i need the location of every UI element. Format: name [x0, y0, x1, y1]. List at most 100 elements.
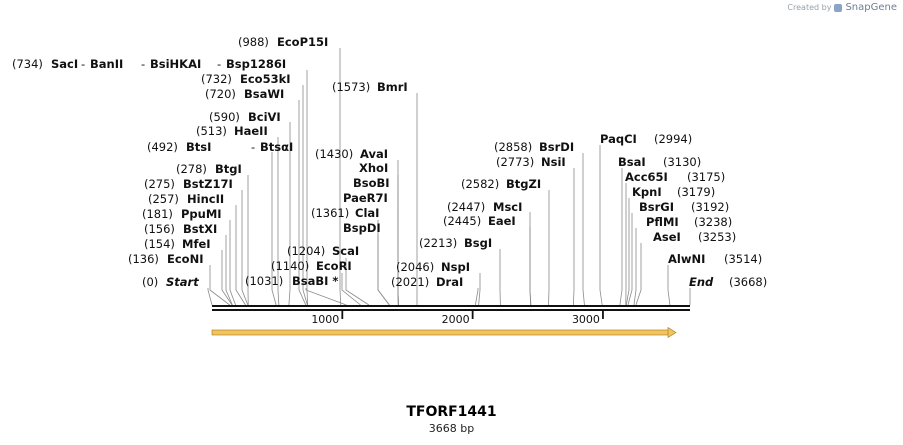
site-alwni: (3514) AlwNI	[668, 252, 762, 266]
site-name: BtgI	[215, 162, 242, 176]
site-acc65i: (3175) Acc65I	[625, 170, 725, 184]
site-asei: (3253) AseI	[653, 230, 736, 244]
leader-bspdi	[377, 235, 390, 306]
site-ecop15i: (988) EcoP15I	[238, 35, 328, 49]
site-position: (734)	[12, 57, 43, 71]
site-name: EcoP15I	[277, 35, 328, 49]
site-bmri: (1573) BmrI	[332, 80, 408, 94]
site-name: MscI	[493, 200, 522, 214]
leader-asei	[635, 243, 642, 306]
leader-start	[207, 288, 213, 306]
credit-prefix: Created by	[787, 3, 832, 12]
site-name: BsrDI	[539, 140, 574, 154]
site-name: PpuMI	[181, 207, 222, 221]
leader-nsii	[572, 168, 575, 306]
site-msci: (2447) MscI	[447, 200, 522, 214]
site-position: (3175)	[687, 170, 725, 184]
site-position: (988)	[238, 35, 269, 49]
site-position: (0)	[142, 275, 158, 289]
site-separator: -	[217, 57, 221, 71]
leader-ecop15i	[339, 48, 342, 306]
orf-feature	[211, 326, 677, 339]
site-haeii: (513) HaeII	[196, 124, 268, 138]
site-bsgi: (2213) BsgI	[419, 236, 492, 250]
site-name: KpnI	[632, 185, 662, 199]
site-btgi: (278) BtgI	[176, 162, 242, 176]
leader-pflmi	[633, 228, 637, 306]
leader-econi	[209, 265, 230, 306]
site-name: BstXI	[183, 222, 217, 236]
site-clai: (1361) ClaI	[311, 206, 379, 220]
plasmid-name: TFORF1441	[406, 404, 497, 420]
site-name: BsrGI	[639, 200, 674, 214]
site-xhoi: XhoI	[359, 161, 388, 175]
axis-tick-label: 3000	[572, 313, 600, 326]
site-name: EcoNI	[167, 252, 203, 266]
site-name-alt: BtsαI	[260, 140, 293, 154]
leader-bsabi	[305, 288, 347, 306]
site-position: (3668)	[729, 275, 767, 289]
leader-bsrgi	[627, 213, 633, 306]
leader-paqci	[599, 145, 603, 306]
site-name: MfeI	[182, 237, 211, 251]
site-name: Acc65I	[625, 170, 668, 184]
site-name: BsgI	[464, 236, 492, 250]
site-bsrdi: (2858) BsrDI	[494, 140, 574, 154]
site-name: NspI	[441, 260, 470, 274]
site-leader-lines	[207, 48, 691, 306]
site-position: (154)	[144, 237, 175, 251]
site-position: (2773)	[496, 155, 534, 169]
site-position: (2858)	[494, 140, 532, 154]
site-name: BstZ17I	[183, 177, 233, 191]
site-position: (2582)	[461, 177, 499, 191]
site-saci: (734) SacI - BanII - BsiHKAI - Bsp1286I	[12, 57, 286, 71]
site-position: (257)	[148, 192, 179, 206]
leader-ecori	[341, 273, 361, 306]
site-name-alt: BanII	[90, 57, 123, 71]
leader-nspi	[478, 273, 481, 306]
site-position: (1361)	[311, 206, 349, 220]
plasmid-length: 3668 bp	[428, 422, 475, 435]
site-btsi: (492) BtsI - BtsαI	[147, 140, 293, 154]
site-position: (2994)	[654, 132, 692, 146]
leader-mfei	[221, 250, 233, 306]
site-position: (2213)	[419, 236, 457, 250]
site-eaei: (2445) EaeI	[443, 214, 516, 228]
site-drai: (2021) DraI	[391, 275, 463, 289]
site-paqci: (2994) PaqCI	[600, 132, 692, 146]
site-name: PaeR7I	[343, 191, 388, 205]
snapgene-credit: Created by SnapGene	[787, 2, 897, 13]
site-scai: (1204) ScaI	[287, 244, 359, 258]
site-position: (136)	[128, 252, 159, 266]
site-name-alt: Bsp1286I	[226, 57, 286, 71]
leader-hincii	[235, 205, 246, 306]
site-name: XhoI	[359, 161, 388, 175]
site-ppumi: (181) PpuMI	[142, 207, 222, 221]
leader-drai	[474, 288, 479, 306]
leader-bstz17i	[241, 190, 249, 306]
leader-bsawi	[298, 100, 307, 306]
site-bsabi: (1031) BsaBI *	[245, 274, 338, 288]
site-name: BsaWI	[244, 87, 284, 101]
site-name: ScaI	[332, 244, 359, 258]
site-ecori: (1140) EcoRI	[271, 259, 352, 273]
site-bstz17i: (275) BstZ17I	[144, 177, 233, 191]
site-position: (3253)	[698, 230, 736, 244]
site-nsii: (2773) NsiI	[496, 155, 566, 169]
site-start: (0) Start	[142, 275, 199, 289]
site-position: (1031)	[245, 274, 283, 288]
site-name: NsiI	[541, 155, 566, 169]
leader-kpni	[625, 198, 630, 306]
leader-btsi	[271, 152, 277, 306]
site-name: BtsI	[186, 140, 211, 154]
site-position: (278)	[176, 162, 207, 176]
site-position: (2046)	[396, 260, 434, 274]
site-position: (1204)	[287, 244, 325, 258]
leader-alwni	[667, 265, 671, 306]
site-separator: -	[141, 57, 145, 71]
site-position: (513)	[196, 124, 227, 138]
site-position: (275)	[144, 177, 175, 191]
site-position: (3130)	[663, 155, 701, 169]
axis-tick-label: 1000	[311, 313, 339, 326]
